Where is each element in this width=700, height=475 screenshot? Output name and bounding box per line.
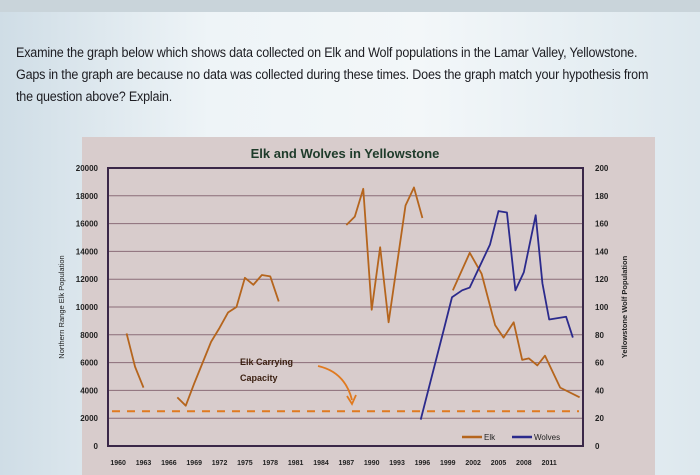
x-tick-label: 1960 xyxy=(110,460,126,467)
y-tick-label: 2000 xyxy=(80,414,98,423)
legend-label: Wolves xyxy=(534,433,560,442)
y2-tick-label: 120 xyxy=(595,275,609,284)
x-tick-label: 1996 xyxy=(415,460,431,467)
y-tick-label: 18000 xyxy=(76,192,99,201)
annotation-arrow xyxy=(317,365,353,401)
y2-tick-label: 160 xyxy=(595,220,609,229)
y2-tick-label: 40 xyxy=(595,386,604,395)
y-tick-label: 8000 xyxy=(80,331,98,340)
x-tick-label: 1993 xyxy=(389,460,405,467)
y-tick-label: 16000 xyxy=(76,220,99,229)
x-tick-label: 2008 xyxy=(516,460,532,467)
annotation-line1: Elk Carrying xyxy=(240,357,293,367)
x-tick-label: 1987 xyxy=(339,460,355,467)
y2-axis-label: Yellowstone Wolf Population xyxy=(620,255,629,358)
x-tick-label: 2002 xyxy=(465,460,481,467)
y-tick-label: 14000 xyxy=(76,247,99,256)
x-tick-label: 1999 xyxy=(440,460,456,467)
y2-tick-label: 20 xyxy=(595,414,604,423)
elk-line xyxy=(176,274,280,407)
wolves-line xyxy=(419,210,574,420)
x-tick-label: 1963 xyxy=(136,460,152,467)
plot-frame xyxy=(107,167,584,447)
chart-title: Elk and Wolves in Yellowstone xyxy=(251,146,440,161)
x-tick-label: 2011 xyxy=(542,460,557,467)
y2-tick-label: 200 xyxy=(595,164,609,173)
x-tick-label: 1972 xyxy=(212,460,228,467)
top-bar xyxy=(0,0,700,12)
y2-tick-label: 180 xyxy=(595,192,609,201)
y-tick-label: 20000 xyxy=(76,164,99,173)
y-axis-label: Northern Range Elk Population xyxy=(57,255,66,358)
elk-line xyxy=(345,186,424,324)
question-text: Examine the graph below which shows data… xyxy=(16,45,649,104)
y-tick-label: 6000 xyxy=(80,359,98,368)
y-tick-label: 12000 xyxy=(76,275,99,284)
arrow-head-icon xyxy=(346,394,357,406)
x-tick-label: 1990 xyxy=(364,460,380,467)
x-tick-label: 1966 xyxy=(161,460,177,467)
y2-tick-label: 0 xyxy=(595,442,600,451)
x-tick-label: 1978 xyxy=(262,460,278,467)
y2-tick-label: 60 xyxy=(595,359,604,368)
annotation-line2: Capacity xyxy=(240,373,278,383)
x-tick-label: 1984 xyxy=(313,460,329,467)
y-tick-label: 10000 xyxy=(76,303,99,312)
x-tick-label: 1981 xyxy=(288,460,304,467)
legend-label: Elk xyxy=(484,433,496,442)
y2-tick-label: 80 xyxy=(595,331,604,340)
elk-line xyxy=(452,251,581,399)
x-tick-label: 2005 xyxy=(491,460,507,467)
x-tick-label: 1975 xyxy=(237,460,253,467)
y2-tick-label: 140 xyxy=(595,247,609,256)
elk-line xyxy=(125,333,145,388)
y-tick-label: 4000 xyxy=(80,386,98,395)
x-tick-label: 1969 xyxy=(186,460,202,467)
y-tick-label: 0 xyxy=(94,442,99,451)
legend: Elk Wolves xyxy=(462,433,560,442)
y2-tick-label: 100 xyxy=(595,303,609,312)
